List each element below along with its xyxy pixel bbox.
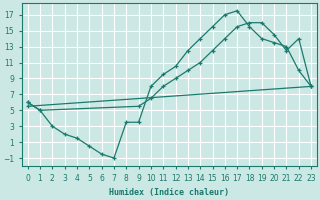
X-axis label: Humidex (Indice chaleur): Humidex (Indice chaleur) [109,188,229,197]
